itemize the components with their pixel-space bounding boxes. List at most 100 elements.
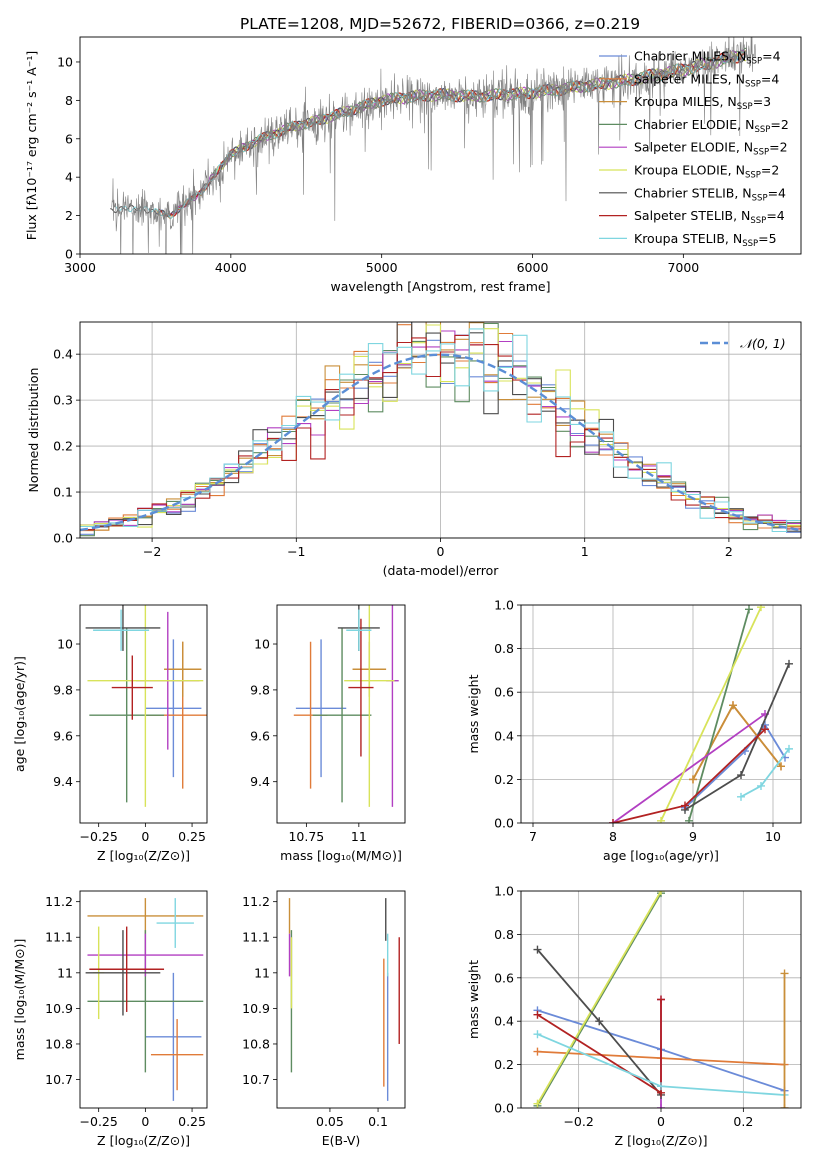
panel-age_vs_mass: 10.75 11 9.4 9.6 9.8 10 mass [log₁₀(M/M⊙)] (250, 604, 406, 863)
mass-weight-line (612, 713, 766, 823)
errorbar-point (295, 639, 347, 778)
legend-count: =4 (766, 208, 784, 223)
y-tick-label: 0.4 (53, 347, 73, 362)
normal-curve (80, 353, 801, 532)
y-tick-label: 1.0 (494, 598, 514, 613)
y-tick-label: 10.7 (242, 1072, 270, 1087)
mass-weight-marker (533, 945, 542, 954)
plot-area (85, 605, 207, 807)
mass-weight-marker (785, 744, 793, 753)
mass-weight-marker (685, 816, 693, 823)
mass-weight-line (536, 891, 662, 1105)
mass-weight-marker (780, 969, 789, 978)
x-axis-label: (data-model)/error (383, 563, 500, 578)
y-tick-label: 9.4 (53, 774, 73, 789)
legend-entry: Chabrier STELIB, NSSP=4 (634, 185, 786, 203)
x-tick-label: 9 (689, 829, 697, 844)
errorbar-point (145, 639, 202, 778)
y-tick-label: 0.0 (494, 816, 514, 831)
x-tick-label: 0 (141, 829, 149, 844)
y-tick-label: 4 (65, 170, 73, 185)
mass-weight-marker (533, 1047, 542, 1056)
x-tick-label: 10 (765, 829, 781, 844)
y-tick-label: 2 (65, 208, 73, 223)
axes-frame (79, 604, 208, 824)
legend-model-name: Chabrier STELIB, N (634, 185, 752, 200)
x-tick-label: 6000 (517, 260, 549, 275)
y-tick-label: 11.2 (45, 894, 73, 909)
mass-weight-line (536, 892, 662, 1107)
plot-area (288, 898, 400, 1101)
y-tick-label: 9.6 (53, 728, 73, 743)
legend-model-name: Chabrier MILES, N (634, 49, 746, 64)
mass-weight-marker (737, 771, 745, 780)
normal-legend-label: 𝒩(0, 1) (740, 336, 786, 351)
mass-weight-marker (745, 605, 753, 614)
legend-entry: Kroupa MILES, NSSP=3 (634, 94, 771, 112)
mass-weight-marker (757, 781, 765, 790)
errorbar-point (93, 609, 150, 651)
legend-count: =4 (761, 71, 779, 86)
axes-frame (79, 36, 802, 255)
plot-area (521, 605, 801, 823)
mass-weight-marker (681, 801, 689, 810)
mass-weight-marker (657, 1104, 665, 1108)
y-tick-label: 0.3 (53, 393, 73, 408)
mass-weight-marker (737, 792, 745, 801)
legend-entry: Kroupa STELIB, NSSP=5 (634, 231, 777, 249)
y-tick-label: 10 (57, 54, 73, 69)
x-tick-label: 7000 (667, 260, 699, 275)
legend-count: =3 (753, 94, 771, 109)
x-tick-label: −1 (287, 544, 305, 559)
mass-weight-marker (533, 1030, 542, 1039)
y-tick-label: 0.2 (53, 439, 73, 454)
mass-weight-line (688, 609, 750, 822)
axes-frame (79, 321, 802, 539)
y-tick-label: 11.1 (242, 930, 270, 945)
errorbar-point (111, 655, 153, 720)
x-tick-label: 11 (351, 829, 367, 844)
x-tick-label: 0.2 (733, 1114, 753, 1129)
x-tick-label: −2 (143, 544, 161, 559)
x-tick-label: −0.25 (80, 1114, 118, 1129)
legend-model-name: Kroupa STELIB, N (634, 231, 742, 246)
mass-weight-marker (780, 1104, 789, 1108)
x-axis-label: Z [log₁₀(Z/Z⊙)] (97, 1133, 190, 1148)
legend-count: =2 (761, 163, 779, 178)
legend-subscript: SSP (752, 193, 768, 203)
x-tick-label: 0 (141, 1114, 149, 1129)
errorbar-point (85, 930, 161, 1016)
x-axis-label: Z [log₁₀(Z/Z⊙)] (615, 1133, 708, 1148)
mass-weight-marker (657, 816, 665, 823)
panel-spectrum: 3000 4000 5000 6000 7000 0 2 4 6 8 10 wavelength [A… (24, 36, 802, 294)
y-tick-label: 6 (65, 131, 73, 146)
y-tick-label: 0.6 (494, 970, 514, 985)
x-tick-label: 0 (437, 544, 445, 559)
x-tick-label: 8 (609, 829, 617, 844)
x-tick-label: 10.75 (288, 829, 324, 844)
legend-model-name: Kroupa ELODIE, N (634, 163, 745, 178)
x-tick-label: 2 (725, 544, 733, 559)
y-tick-label: 10 (254, 637, 270, 652)
y-tick-label: 9.4 (250, 774, 270, 789)
mass-weight-marker (609, 819, 617, 823)
figure-title: PLATE=1208, MJD=52672, FIBERID=0366, z=0… (240, 15, 640, 33)
errorbar-point (89, 926, 165, 1012)
legend-subscript: SSP (745, 171, 761, 181)
y-tick-label: 10.9 (45, 1001, 73, 1016)
y-tick-label: 0.2 (494, 1057, 514, 1072)
legend-entry: Salpeter MILES, NSSP=4 (634, 71, 779, 89)
y-tick-label: 0.6 (494, 685, 514, 700)
legend-model-name: Kroupa MILES, N (634, 94, 737, 109)
errorbar-point (145, 972, 202, 1101)
mass-weight-marker (657, 995, 665, 1004)
y-tick-label: 10 (57, 637, 73, 652)
y-tick-label: 0.8 (494, 641, 514, 656)
y-tick-label: 0.0 (53, 531, 73, 546)
legend-subscript: SSP (745, 79, 761, 89)
legend-subscript: SSP (753, 148, 769, 158)
y-axis-label: mass weight (466, 960, 481, 1039)
